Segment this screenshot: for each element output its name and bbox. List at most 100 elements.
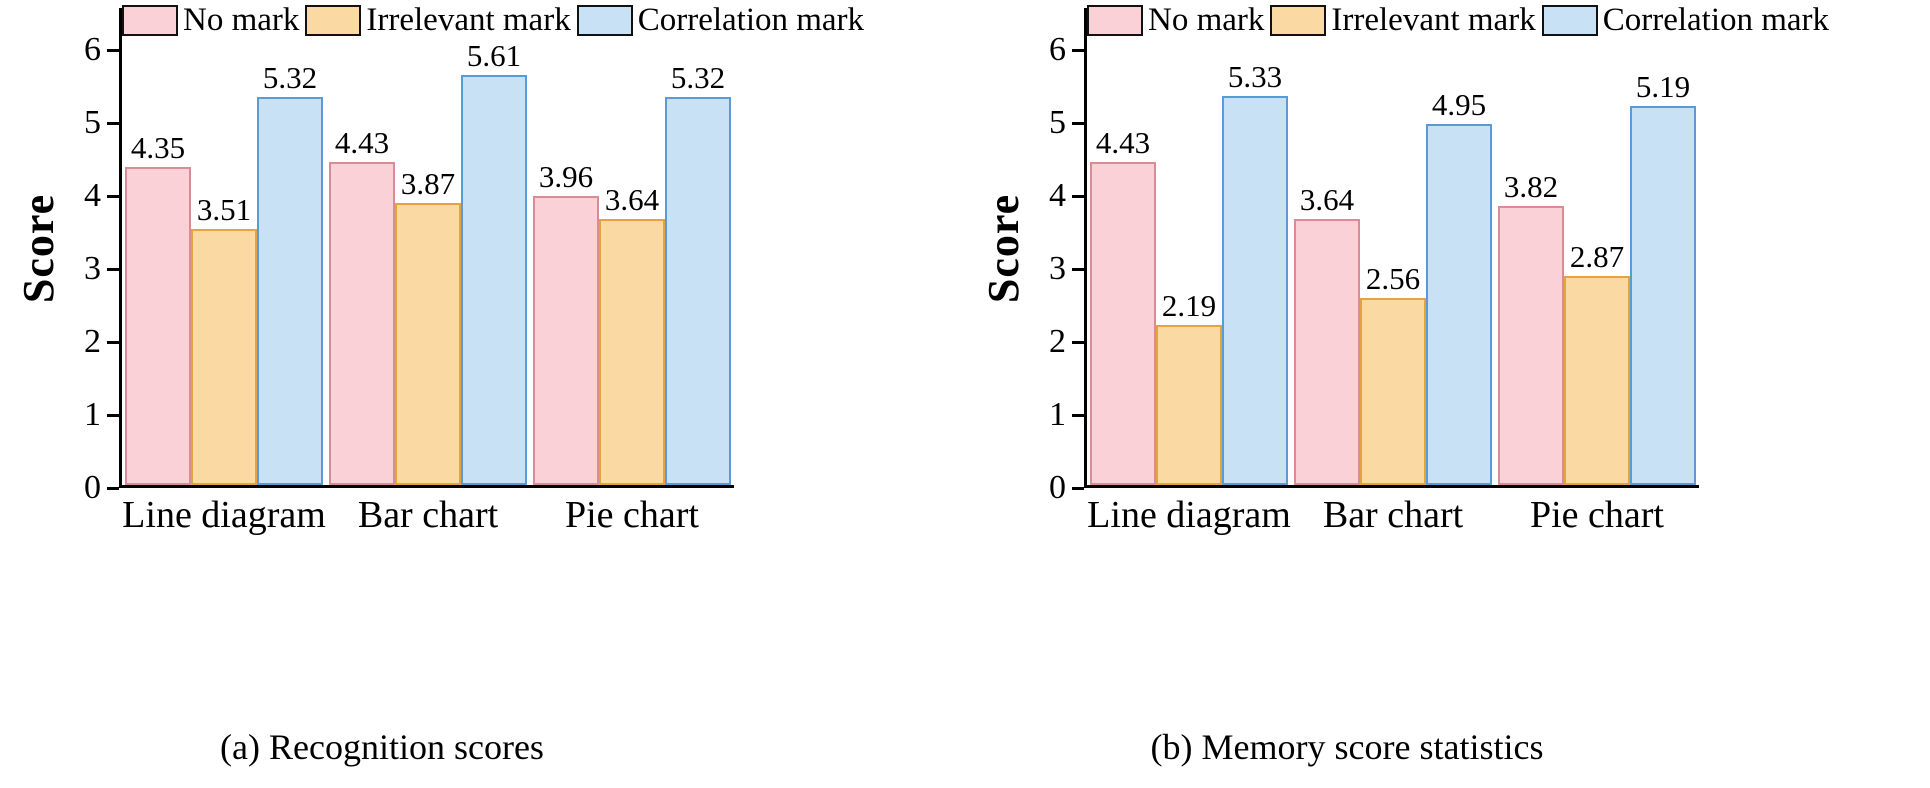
y-tick-mark bbox=[107, 121, 119, 125]
bar-unit: 2.87 bbox=[1564, 238, 1630, 485]
bar-value-label: 5.32 bbox=[262, 59, 318, 95]
bar-unit: 5.61 bbox=[461, 39, 527, 485]
x-category-label: Pie chart bbox=[564, 494, 699, 536]
bar-unit: 3.64 bbox=[1294, 183, 1360, 485]
legend: No mark Irrelevant mark Correlation mark bbox=[122, 2, 870, 39]
legend-item-label: Irrelevant mark bbox=[366, 2, 571, 38]
y-tick-mark bbox=[1072, 194, 1084, 198]
bar-unit: 5.32 bbox=[257, 61, 323, 485]
legend-item: No mark bbox=[122, 2, 299, 39]
bar-value-label: 2.19 bbox=[1161, 288, 1217, 324]
x-axis-labels: Line diagram Bar chart Pie chart bbox=[1087, 493, 1699, 537]
y-tick-mark bbox=[1072, 413, 1084, 417]
y-tick-label: 4 bbox=[84, 177, 101, 214]
legend-item: No mark bbox=[1087, 2, 1264, 39]
y-tick-mark bbox=[107, 413, 119, 417]
bar bbox=[191, 228, 257, 485]
bar-value-label: 4.95 bbox=[1431, 86, 1487, 122]
bar bbox=[1294, 219, 1360, 485]
bar bbox=[1360, 298, 1426, 485]
bar bbox=[1630, 106, 1696, 485]
legend-swatch bbox=[1270, 5, 1327, 36]
bar bbox=[599, 219, 665, 485]
bar-value-label: 3.64 bbox=[1299, 182, 1355, 218]
legend-swatch bbox=[305, 5, 362, 36]
bar-value-label: 2.56 bbox=[1365, 261, 1421, 297]
bar-group: 3.96 3.64 5.32 bbox=[530, 8, 734, 485]
bar bbox=[125, 167, 191, 485]
y-tick-mark bbox=[1072, 340, 1084, 344]
bar bbox=[1426, 123, 1492, 485]
bar-group: 4.35 3.51 5.32 bbox=[122, 8, 326, 485]
bar-group: 3.82 2.87 5.19 bbox=[1495, 8, 1699, 485]
y-tick-label: 5 bbox=[84, 104, 101, 141]
x-category-label: Bar chart bbox=[357, 494, 499, 536]
bar-value-label: 3.64 bbox=[604, 182, 660, 218]
y-tick-label: 0 bbox=[84, 469, 101, 506]
legend-item: Correlation mark bbox=[1541, 2, 1830, 39]
bar bbox=[1222, 95, 1288, 485]
bar-value-label: 5.61 bbox=[466, 38, 522, 74]
bar bbox=[1090, 161, 1156, 485]
legend-item-label: No mark bbox=[183, 2, 300, 38]
y-tick-mark bbox=[1072, 486, 1084, 490]
y-tick-label: 0 bbox=[1049, 469, 1066, 506]
y-axis: 0 1 2 3 4 5 6 bbox=[63, 8, 119, 505]
bar bbox=[533, 195, 599, 485]
y-tick-label: 5 bbox=[1049, 104, 1066, 141]
legend-item-label: Irrelevant mark bbox=[1331, 2, 1536, 38]
bar-value-label: 2.87 bbox=[1569, 238, 1625, 274]
y-tick-mark bbox=[107, 194, 119, 198]
bar-value-label: 3.82 bbox=[1503, 169, 1559, 205]
bar-unit: 5.33 bbox=[1222, 60, 1288, 485]
legend-item-label: Correlation mark bbox=[637, 2, 865, 38]
bar-value-label: 5.32 bbox=[670, 59, 726, 95]
bar bbox=[395, 202, 461, 485]
bar bbox=[257, 96, 323, 485]
y-axis-label: Score bbox=[14, 193, 64, 303]
legend: No mark Irrelevant mark Correlation mark bbox=[1087, 2, 1835, 39]
bar bbox=[665, 96, 731, 485]
bar-value-label: 3.96 bbox=[538, 158, 594, 194]
chart-b-memory: Score 0 1 2 3 4 5 6 No mark Irrelevant mark Corr… bbox=[965, 0, 1930, 788]
bar-value-label: 4.43 bbox=[1095, 124, 1151, 160]
y-tick-mark bbox=[1072, 121, 1084, 125]
x-category-label: Bar chart bbox=[1322, 494, 1464, 536]
bar-group: 4.43 3.87 5.61 bbox=[326, 8, 530, 485]
plot-row: Score 0 1 2 3 4 5 6 No mark Irrelevant mark Corr… bbox=[980, 2, 1930, 536]
y-axis-label-column: Score bbox=[14, 8, 64, 488]
x-category-label: Line diagram bbox=[122, 494, 326, 536]
y-axis: 0 1 2 3 4 5 6 bbox=[1028, 8, 1084, 505]
legend-swatch bbox=[122, 5, 178, 36]
legend-item: Correlation mark bbox=[576, 2, 865, 39]
bar-value-label: 3.51 bbox=[196, 191, 252, 227]
legend-item-label: Correlation mark bbox=[1602, 2, 1830, 38]
y-tick-label: 1 bbox=[84, 396, 101, 433]
y-tick-mark bbox=[1072, 48, 1084, 52]
y-tick-mark bbox=[107, 48, 119, 52]
plot-box: No mark Irrelevant mark Correlation mark 4… bbox=[1084, 2, 1829, 536]
y-tick-label: 1 bbox=[1049, 396, 1066, 433]
legend-item: Irrelevant mark bbox=[1270, 2, 1536, 39]
bar-groups: 4.43 2.19 5.33 3.64 2.56 4.95 3.82 2.87 5.19 bbox=[1087, 8, 1699, 485]
bar-unit: 3.64 bbox=[599, 183, 665, 485]
y-tick-label: 2 bbox=[84, 323, 101, 360]
bar-unit: 3.87 bbox=[395, 167, 461, 485]
bar-unit: 3.96 bbox=[533, 160, 599, 485]
bar-unit: 4.43 bbox=[1090, 126, 1156, 485]
bar bbox=[329, 161, 395, 485]
legend-swatch bbox=[1541, 5, 1598, 36]
y-tick-label: 3 bbox=[1049, 250, 1066, 287]
y-tick-mark bbox=[107, 340, 119, 344]
bar bbox=[1564, 275, 1630, 485]
y-tick-mark bbox=[1072, 267, 1084, 271]
legend-swatch bbox=[576, 5, 633, 36]
bar-groups: 4.35 3.51 5.32 4.43 3.87 5.61 3.96 3.64 5.32 bbox=[122, 8, 734, 485]
bar-group: 4.43 2.19 5.33 bbox=[1087, 8, 1291, 485]
plot-row: Score 0 1 2 3 4 5 6 No mark Irrelevant mark Corr… bbox=[14, 2, 965, 536]
y-tick-mark bbox=[107, 486, 119, 490]
bar-unit: 5.19 bbox=[1630, 70, 1696, 485]
bar-group: 3.64 2.56 4.95 bbox=[1291, 8, 1495, 485]
y-axis-label-column: Score bbox=[980, 8, 1029, 488]
bar-unit: 2.19 bbox=[1156, 289, 1222, 485]
